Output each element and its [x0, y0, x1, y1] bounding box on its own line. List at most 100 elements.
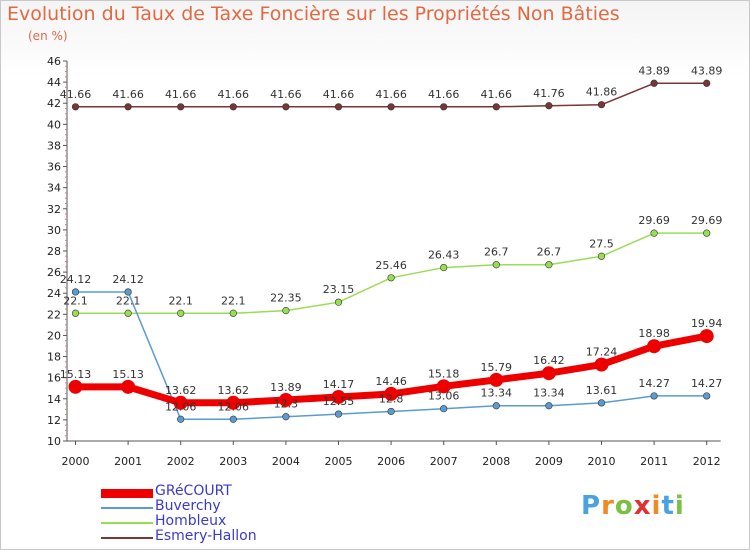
data-label-esmery: 41.66 — [165, 88, 197, 101]
data-point-hombleux — [492, 261, 500, 269]
data-point-buverchy — [334, 410, 343, 418]
data-point-hombleux — [387, 274, 395, 282]
data-point-buverchy — [387, 407, 395, 416]
data-point-esmery — [545, 102, 553, 110]
data-label-hombleux: 23.15 — [323, 283, 355, 296]
logo-letter: i — [651, 491, 662, 521]
logo-letter: o — [614, 491, 634, 521]
data-point-hombleux — [334, 298, 343, 306]
y-tick-label: 42 — [47, 97, 61, 110]
data-label-buverchy: 14.27 — [691, 377, 723, 390]
x-tick-label: 2000 — [62, 455, 90, 468]
x-tick-label: 2009 — [535, 455, 563, 468]
data-point-hombleux — [229, 309, 237, 317]
x-tick-label: 2011 — [640, 455, 668, 468]
data-label-buverchy: 12.8 — [379, 392, 404, 405]
legend-label-esmery-hallon: Esmery-Hallon — [155, 528, 257, 544]
data-label-esmery: 41.66 — [112, 88, 144, 101]
data-point-buverchy — [597, 399, 606, 407]
data-point-esmery — [650, 79, 658, 87]
data-point-hombleux — [124, 309, 132, 317]
data-label-esmery: 41.76 — [533, 87, 565, 100]
data-point-buverchy — [177, 415, 185, 423]
data-point-esmery — [492, 103, 500, 111]
data-label-buverchy: 12.55 — [323, 395, 355, 408]
data-point-esmery — [334, 103, 343, 111]
data-label-buverchy: 12.06 — [165, 400, 197, 413]
data-label-hombleux: 29.69 — [691, 214, 723, 227]
data-point-grecourt — [173, 395, 188, 410]
data-point-hombleux — [650, 229, 658, 237]
data-label-hombleux: 26.7 — [484, 246, 509, 259]
data-label-grecourt: 15.13 — [112, 368, 144, 381]
data-point-grecourt — [436, 379, 451, 394]
logo-letter: P — [581, 491, 602, 521]
data-point-grecourt — [121, 379, 136, 394]
data-label-grecourt: 13.62 — [165, 384, 197, 397]
logo-letter: t — [661, 491, 675, 521]
data-label-buverchy: 12.3 — [274, 398, 299, 411]
y-axis-unit-label: (en %) — [28, 29, 68, 43]
y-tick-label: 22 — [47, 308, 61, 321]
data-point-grecourt — [226, 395, 241, 410]
data-label-grecourt: 15.18 — [428, 367, 460, 380]
y-tick-label: 24 — [47, 287, 61, 300]
data-label-buverchy: 13.06 — [428, 390, 460, 403]
legend-label-hombleux: Hombleux — [155, 513, 227, 529]
logo-letter: x — [633, 491, 652, 521]
data-label-esmery: 41.66 — [481, 88, 513, 101]
x-tick-label: 2003 — [219, 455, 247, 468]
data-point-buverchy — [703, 392, 711, 400]
data-point-buverchy — [650, 392, 658, 400]
data-point-esmery — [282, 103, 290, 111]
y-tick-label: 38 — [47, 139, 61, 152]
legend-label-grecourt: GRéCOURT — [155, 483, 232, 499]
legend-label-buverchy: Buverchy — [155, 498, 221, 514]
legend-swatch-grecourt — [101, 488, 153, 498]
y-tick-label: 34 — [47, 182, 61, 195]
data-label-hombleux: 26.43 — [428, 249, 460, 262]
data-label-esmery: 41.66 — [428, 88, 460, 101]
data-label-esmery: 41.86 — [586, 86, 618, 99]
data-label-hombleux: 22.35 — [270, 292, 302, 305]
data-label-grecourt: 16.42 — [533, 354, 565, 367]
data-label-esmery: 43.89 — [638, 64, 670, 77]
data-point-esmery — [229, 103, 237, 111]
data-label-esmery: 41.66 — [218, 88, 250, 101]
x-tick-label: 2007 — [430, 455, 458, 468]
data-label-buverchy: 24.12 — [112, 273, 144, 286]
data-label-grecourt: 19.94 — [691, 317, 723, 330]
data-label-hombleux: 26.7 — [537, 246, 562, 259]
data-label-hombleux: 22.1 — [221, 294, 246, 307]
data-point-hombleux — [440, 263, 448, 272]
data-point-hombleux — [177, 309, 185, 317]
data-label-hombleux: 29.69 — [638, 214, 670, 227]
y-tick-label: 44 — [47, 76, 61, 89]
x-tick-label: 2012 — [693, 455, 721, 468]
data-point-buverchy — [71, 288, 80, 296]
data-label-grecourt: 13.89 — [270, 381, 302, 394]
x-tick-label: 2006 — [377, 455, 405, 468]
data-label-esmery: 41.66 — [270, 88, 302, 101]
data-label-grecourt: 15.79 — [481, 361, 513, 374]
data-point-hombleux — [597, 252, 606, 260]
data-label-buverchy: 14.27 — [638, 377, 670, 390]
logo-letter: i — [674, 491, 685, 521]
chart-title: Evolution du Taux de Taxe Foncière sur l… — [7, 3, 620, 25]
x-tick-label: 2005 — [325, 455, 353, 468]
data-point-grecourt — [647, 339, 662, 354]
y-tick-label: 20 — [47, 329, 61, 342]
data-label-hombleux: 22.1 — [63, 294, 88, 307]
data-point-esmery — [440, 103, 448, 111]
data-point-grecourt — [489, 372, 504, 387]
data-point-buverchy — [492, 402, 500, 410]
x-tick-label: 2001 — [114, 455, 142, 468]
data-label-esmery: 43.89 — [691, 64, 723, 77]
data-point-hombleux — [282, 307, 290, 315]
data-label-esmery: 41.66 — [375, 88, 407, 101]
y-tick-label: 36 — [47, 161, 61, 174]
data-point-hombleux — [545, 261, 553, 269]
y-tick-label: 12 — [47, 414, 61, 427]
data-point-grecourt — [541, 366, 556, 381]
data-point-grecourt — [384, 386, 399, 401]
